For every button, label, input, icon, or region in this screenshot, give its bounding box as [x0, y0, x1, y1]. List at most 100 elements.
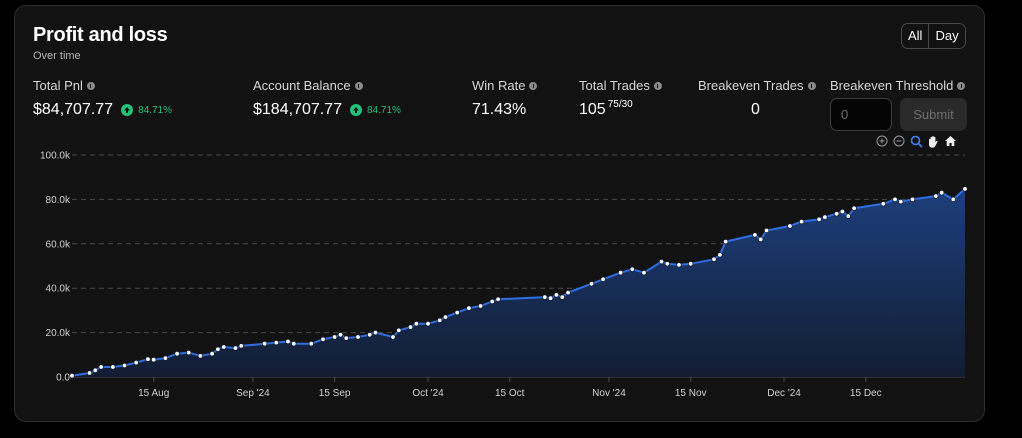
data-point[interactable]: [758, 236, 764, 243]
breakeven-threshold-input[interactable]: 0: [830, 98, 892, 131]
data-point[interactable]: [898, 198, 904, 205]
data-point[interactable]: [407, 324, 414, 330]
data-point[interactable]: [390, 334, 396, 340]
data-point[interactable]: [717, 252, 723, 258]
info-icon[interactable]: [957, 81, 966, 90]
data-point[interactable]: [197, 353, 204, 359]
data-point[interactable]: [162, 355, 169, 361]
y-tick-label: 100.0k: [40, 151, 71, 162]
data-point[interactable]: [367, 332, 373, 338]
data-point[interactable]: [261, 341, 268, 347]
data-point[interactable]: [209, 351, 215, 357]
info-icon[interactable]: [354, 81, 363, 90]
data-point[interactable]: [711, 256, 717, 262]
home-reset-icon[interactable]: [943, 134, 957, 148]
data-point[interactable]: [145, 356, 151, 362]
data-point[interactable]: [285, 338, 291, 345]
data-point[interactable]: [495, 296, 501, 302]
range-day-button[interactable]: Day: [928, 24, 965, 48]
data-point[interactable]: [86, 370, 93, 376]
submit-button[interactable]: Submit: [900, 98, 967, 131]
data-point[interactable]: [752, 232, 758, 238]
data-point[interactable]: [617, 270, 624, 276]
data-point[interactable]: [892, 196, 898, 203]
data-point[interactable]: [396, 327, 402, 334]
info-icon[interactable]: [653, 81, 662, 90]
data-point[interactable]: [839, 208, 846, 215]
data-point[interactable]: [238, 343, 244, 349]
data-point[interactable]: [588, 281, 595, 287]
data-point[interactable]: [553, 292, 560, 298]
info-icon[interactable]: [529, 81, 538, 90]
data-point[interactable]: [565, 289, 571, 296]
zoom-in-icon[interactable]: [875, 134, 889, 148]
data-point[interactable]: [221, 344, 227, 350]
data-point[interactable]: [425, 321, 431, 327]
data-point[interactable]: [185, 349, 192, 356]
data-point[interactable]: [437, 317, 443, 324]
data-point[interactable]: [320, 336, 326, 342]
data-point[interactable]: [477, 303, 484, 309]
data-point[interactable]: [542, 294, 548, 300]
total-pnl-value: $84,707.77: [33, 101, 114, 118]
data-point[interactable]: [845, 213, 851, 219]
data-point[interactable]: [547, 295, 554, 301]
data-point[interactable]: [600, 276, 606, 282]
range-all-button[interactable]: All: [902, 24, 929, 48]
data-point[interactable]: [308, 341, 314, 347]
data-point[interactable]: [664, 261, 670, 267]
data-point[interactable]: [880, 201, 886, 207]
data-point[interactable]: [466, 305, 472, 311]
data-point[interactable]: [676, 262, 682, 268]
data-point[interactable]: [822, 214, 828, 220]
data-point[interactable]: [174, 351, 180, 357]
data-point[interactable]: [372, 329, 379, 336]
breakeven-threshold-label: Breakeven Threshold: [830, 78, 954, 93]
data-point[interactable]: [909, 196, 916, 203]
data-point[interactable]: [787, 223, 793, 229]
data-point[interactable]: [629, 266, 635, 272]
data-point[interactable]: [798, 218, 805, 225]
data-point[interactable]: [763, 227, 770, 234]
data-point[interactable]: [723, 238, 729, 245]
zoom-out-icon[interactable]: [892, 134, 906, 148]
data-point[interactable]: [489, 298, 495, 305]
data-point[interactable]: [110, 364, 116, 370]
arrow-up-icon: [349, 104, 362, 116]
y-tick-label: 80.0k: [46, 195, 71, 206]
data-point[interactable]: [215, 346, 221, 352]
data-point[interactable]: [98, 364, 104, 370]
data-point[interactable]: [658, 258, 665, 265]
data-point[interactable]: [150, 357, 157, 363]
data-point[interactable]: [939, 189, 945, 196]
data-point[interactable]: [69, 373, 75, 379]
data-point[interactable]: [92, 367, 98, 373]
data-point[interactable]: [816, 216, 822, 223]
data-point[interactable]: [331, 334, 338, 340]
data-point[interactable]: [641, 270, 647, 276]
data-point[interactable]: [454, 309, 460, 316]
data-point[interactable]: [962, 186, 968, 192]
data-point[interactable]: [273, 339, 279, 346]
data-point[interactable]: [688, 261, 694, 267]
data-point[interactable]: [442, 314, 449, 320]
arrow-up-icon: [121, 104, 134, 116]
data-point[interactable]: [343, 335, 349, 341]
data-point[interactable]: [851, 205, 857, 211]
stat-total-trades: Total Trades 105 75/30: [579, 78, 662, 119]
data-point[interactable]: [933, 193, 939, 199]
data-point[interactable]: [337, 332, 344, 338]
data-point[interactable]: [950, 196, 956, 203]
data-point[interactable]: [291, 341, 297, 347]
data-point[interactable]: [232, 345, 239, 351]
info-icon[interactable]: [807, 81, 816, 90]
data-point[interactable]: [133, 359, 139, 366]
data-point[interactable]: [413, 321, 420, 327]
info-icon[interactable]: [86, 81, 95, 90]
pan-hand-icon[interactable]: [926, 134, 940, 148]
data-point[interactable]: [121, 362, 128, 369]
data-point[interactable]: [355, 334, 361, 340]
data-point[interactable]: [833, 211, 840, 217]
data-point[interactable]: [559, 294, 565, 300]
zoom-select-icon[interactable]: [909, 134, 923, 148]
